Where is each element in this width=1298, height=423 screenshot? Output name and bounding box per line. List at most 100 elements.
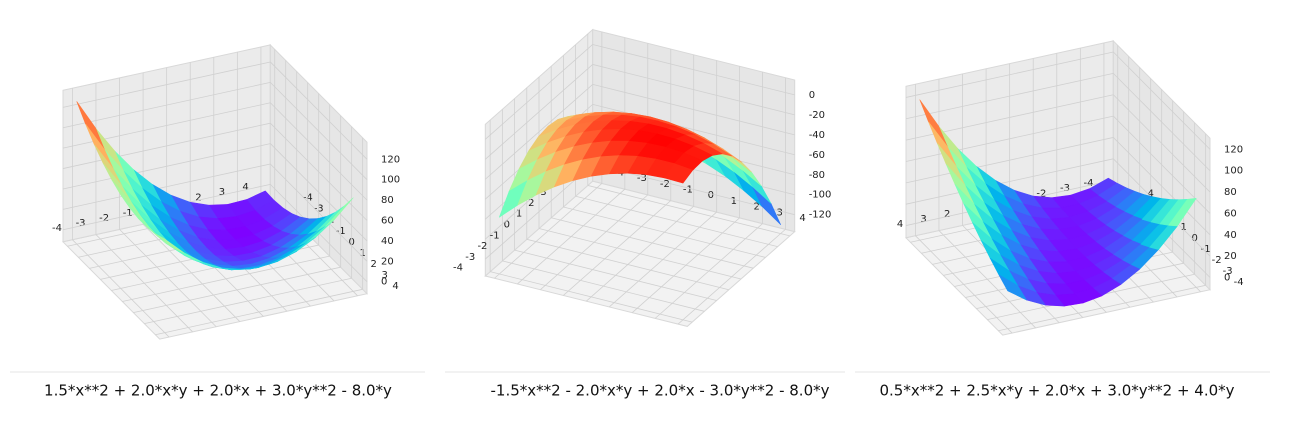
caption: -1.5*x**2 - 2.0*x*y + 2.0*x - 3.0*y**2 -…	[491, 382, 830, 400]
z-tick-label: 120	[1224, 144, 1243, 155]
z-tick-label: 0	[381, 277, 387, 288]
grid-line	[905, 72, 1114, 120]
x-tick-label: -3	[637, 173, 647, 184]
x-tick-label: 2	[370, 259, 376, 270]
y-tick-label: 0	[504, 220, 510, 231]
y-tick-label: 2	[195, 192, 201, 203]
grid-line	[938, 230, 1036, 329]
y-tick-label: 3	[540, 187, 546, 198]
z-tick-label: -40	[809, 130, 825, 141]
z-tick-label: 100	[381, 175, 400, 186]
y-tick-label: 2	[528, 198, 534, 209]
grid-line	[551, 217, 754, 269]
grid-line	[592, 84, 795, 136]
grid-line	[95, 234, 193, 333]
x-tick-label: 1	[1180, 222, 1186, 233]
z-tick-label: 40	[1224, 230, 1237, 241]
x-tick-label: 4	[392, 281, 398, 292]
z-tick-label: 40	[381, 236, 394, 247]
x-tick-label: 3	[776, 207, 782, 218]
x-tick-label: -2	[660, 179, 670, 190]
caption: 1.5*x**2 + 2.0*x*y + 2.0*x + 3.0*y**2 - …	[44, 382, 392, 400]
grid-line	[1113, 115, 1211, 214]
z-tick-label: 0	[1224, 273, 1230, 284]
grid-line	[119, 229, 217, 328]
z-tick-label: -80	[809, 170, 825, 181]
y-tick-label: -3	[1060, 183, 1070, 194]
z-tick-label: 100	[1224, 166, 1243, 177]
surface-face	[1168, 198, 1197, 227]
grid-line	[575, 195, 778, 248]
x-tick-label: -4	[1234, 277, 1244, 288]
x-tick-label: 2	[754, 202, 760, 213]
y-tick-label: -4	[1084, 178, 1094, 189]
z-tick-label: 80	[1224, 187, 1237, 198]
grid-line	[62, 122, 271, 169]
grid-line	[490, 271, 693, 323]
panel: -4-3-2-101234-4-3-2-10123402040608010012…	[52, 43, 400, 340]
grid-line	[485, 64, 593, 160]
z-tick-label: -120	[809, 210, 832, 221]
y-tick-label: -2	[1036, 188, 1046, 199]
z-tick-label: 60	[381, 216, 394, 227]
grid-line	[1113, 51, 1211, 150]
y-tick-label: -4	[453, 263, 463, 274]
x-tick-label: -2	[1212, 255, 1222, 266]
grid-line	[905, 137, 1114, 184]
y-tick-label: -3	[465, 252, 475, 263]
grid-line	[905, 158, 1114, 205]
x-tick-label: -3	[1223, 266, 1233, 277]
x-tick-label: 0	[708, 190, 714, 201]
grid-line	[592, 103, 795, 156]
x-tick-label: 4	[1148, 189, 1154, 200]
surface-face	[664, 163, 694, 184]
y-tick-label: -1	[123, 208, 133, 219]
grid-line	[142, 223, 241, 322]
grid-line	[592, 44, 795, 96]
z-tick-label: -100	[809, 190, 832, 201]
y-tick-label: -4	[52, 223, 62, 234]
z-tick-label: -60	[809, 150, 825, 161]
z-tick-label: 120	[381, 154, 400, 165]
z-tick-label: 20	[381, 256, 394, 267]
grid-line	[72, 239, 170, 338]
x-tick-label: -1	[683, 185, 693, 196]
y-tick-label: -2	[99, 213, 109, 224]
grid-line	[62, 143, 271, 190]
grid-line	[270, 163, 368, 262]
grid-line	[62, 61, 271, 108]
y-tick-label: -1	[490, 230, 500, 241]
z-tick-label: 60	[1224, 208, 1237, 219]
panel: -4-3-2-101234-4-3-2-10123402040608010012…	[897, 39, 1244, 336]
y-tick-label: 4	[897, 219, 903, 230]
x-tick-label: 4	[799, 213, 805, 224]
grid-line	[592, 64, 795, 116]
grid-line	[538, 228, 742, 280]
caption: 0.5*x**2 + 2.5*x*y + 2.0*x + 3.0*y**2 + …	[879, 382, 1234, 400]
grid-line	[485, 44, 593, 140]
grid-line	[270, 61, 368, 160]
grid-line	[563, 206, 766, 258]
grid-line	[1113, 73, 1211, 172]
z-tick-label: -20	[809, 110, 825, 121]
grid-line	[270, 102, 368, 201]
grid-line	[62, 81, 271, 129]
grid-line	[1113, 94, 1211, 193]
x-tick-label: 0	[1191, 233, 1197, 244]
surface-face	[998, 274, 1027, 301]
y-tick-label: -2	[477, 241, 487, 252]
panel: -4-3-2-101234-4-3-2-101234-120-100-80-60…	[453, 28, 832, 327]
x-tick-label: 1	[731, 196, 737, 207]
grid-line	[62, 163, 271, 210]
x-tick-label: -1	[1201, 244, 1211, 255]
grid-line	[587, 185, 790, 237]
surface-face	[325, 197, 354, 227]
y-tick-label: 2	[944, 209, 950, 220]
grid-line	[514, 249, 717, 301]
z-tick-label: 20	[1224, 251, 1237, 262]
y-tick-label: 4	[242, 182, 248, 193]
y-tick-label: 3	[219, 187, 225, 198]
grid-line	[270, 122, 368, 221]
